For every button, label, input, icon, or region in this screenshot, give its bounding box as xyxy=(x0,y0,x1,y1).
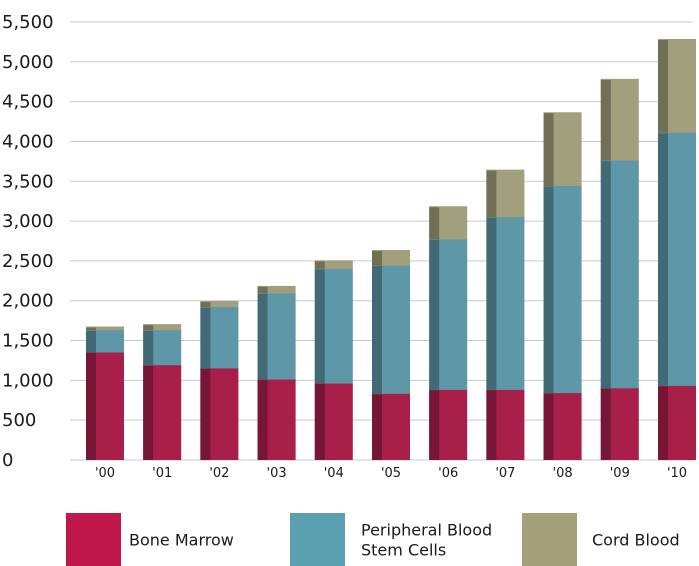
legend-item-2: Cord Blood xyxy=(522,513,680,566)
bar-cord-blood-side xyxy=(486,170,497,218)
bar-cord-blood xyxy=(257,286,296,294)
bar-stack-1 xyxy=(143,324,182,460)
bar-stack-3 xyxy=(257,285,296,460)
legend-item-0: Bone Marrow xyxy=(66,513,234,566)
y-tick-label: 1,000 xyxy=(2,370,54,391)
legend-label: Peripheral Blood xyxy=(361,521,492,540)
bar-peripheral-blood-stem-cells-side xyxy=(314,268,325,384)
bar-stack-0 xyxy=(86,326,124,460)
bar-stack-9 xyxy=(600,78,639,460)
x-tick-label: '07 xyxy=(495,466,515,481)
y-tick-label: 500 xyxy=(2,410,36,431)
legend-label: Cord Blood xyxy=(592,531,680,550)
bar-cord-blood-side xyxy=(429,206,440,240)
legend-label: Bone Marrow xyxy=(129,531,234,550)
bar-cord-blood-side xyxy=(200,301,211,308)
bar-cord-blood-side xyxy=(372,250,382,266)
y-tick-label: 1,500 xyxy=(2,331,54,352)
y-tick-label: 2,000 xyxy=(2,291,54,312)
bar-peripheral-blood-stem-cells-side xyxy=(658,132,668,386)
bar-peripheral-blood-stem-cells-side xyxy=(143,330,154,366)
x-tick-label: '03 xyxy=(267,466,287,481)
bar-cord-blood-side xyxy=(314,260,325,269)
x-axis-ticks: '00 '01 '02 '03 '04 '05 '06 '07 '08 '09 '10 xyxy=(95,466,687,481)
bar-stack-8 xyxy=(543,112,582,460)
bar-stack-4 xyxy=(314,260,353,460)
bar-bone-marrow-side xyxy=(429,389,440,460)
bar-bone-marrow-side xyxy=(658,385,668,460)
y-tick-label: 3,500 xyxy=(2,171,54,192)
bar-cord-blood-side xyxy=(143,324,154,331)
bar-bone-marrow-side xyxy=(314,383,325,460)
bar-cord-blood-side xyxy=(600,79,611,161)
bar-bone-marrow-side xyxy=(543,393,554,460)
y-tick-label: 2,500 xyxy=(2,251,54,272)
y-tick-label: 3,000 xyxy=(2,211,54,232)
bar-bone-marrow-side xyxy=(600,388,611,460)
bar-stack-2 xyxy=(200,301,239,460)
bar-peripheral-blood-stem-cells-side xyxy=(200,307,211,369)
bar-stack-10 xyxy=(658,39,696,460)
bar-bone-marrow-side xyxy=(143,365,154,460)
bar-peripheral-blood-stem-cells-side xyxy=(429,239,440,390)
legend-swatch xyxy=(66,513,121,566)
y-tick-label: 0 xyxy=(2,450,13,471)
bar-stack-7 xyxy=(486,169,525,460)
bar-cord-blood-side xyxy=(86,327,96,331)
legend-swatch xyxy=(290,513,345,566)
bar-peripheral-blood-stem-cells-side xyxy=(372,265,382,394)
x-tick-label: '06 xyxy=(438,466,458,481)
bar-bone-marrow-side xyxy=(486,389,497,460)
x-tick-label: '04 xyxy=(324,466,344,481)
x-tick-label: '01 xyxy=(152,466,172,481)
y-tick-label: 5,000 xyxy=(2,52,54,73)
y-tick-label: 5,500 xyxy=(2,12,54,33)
bar-cord-blood xyxy=(200,301,239,308)
bar-bone-marrow-side xyxy=(200,368,211,460)
bar-peripheral-blood-stem-cells-side xyxy=(257,293,268,380)
x-tick-label: '05 xyxy=(381,466,401,481)
y-tick-label: 4,000 xyxy=(2,131,54,152)
x-tick-label: '00 xyxy=(95,466,115,481)
legend-label: Stem Cells xyxy=(361,541,446,560)
bar-bone-marrow-side xyxy=(257,379,268,460)
bar-bone-marrow-side xyxy=(372,393,382,460)
x-tick-label: '09 xyxy=(610,466,630,481)
x-tick-label: '08 xyxy=(553,466,573,481)
bar-stack-6 xyxy=(429,206,468,460)
bar-bone-marrow-side xyxy=(86,352,96,460)
y-axis-ticks: 0 500 1,000 1,500 2,000 2,500 3,000 3,500 4,000 4… xyxy=(2,12,54,471)
bar-cord-blood-side xyxy=(257,286,268,294)
bar-cord-blood-side xyxy=(658,39,668,133)
bar-cord-blood xyxy=(86,327,124,331)
bar-peripheral-blood-stem-cells-side xyxy=(600,160,611,389)
bars xyxy=(86,39,696,460)
bar-peripheral-blood-stem-cells-side xyxy=(486,217,497,390)
bar-peripheral-blood-stem-cells-side xyxy=(86,330,96,353)
bar-cord-blood-side xyxy=(543,112,554,187)
bar-peripheral-blood-stem-cells-side xyxy=(543,186,554,394)
bar-cord-blood xyxy=(314,260,353,269)
x-tick-label: '10 xyxy=(667,466,687,481)
x-tick-label: '02 xyxy=(209,466,229,481)
bar-cord-blood xyxy=(143,324,182,331)
y-tick-label: 4,500 xyxy=(2,92,54,113)
bar-stack-5 xyxy=(372,250,410,460)
legend-swatch xyxy=(522,513,577,566)
